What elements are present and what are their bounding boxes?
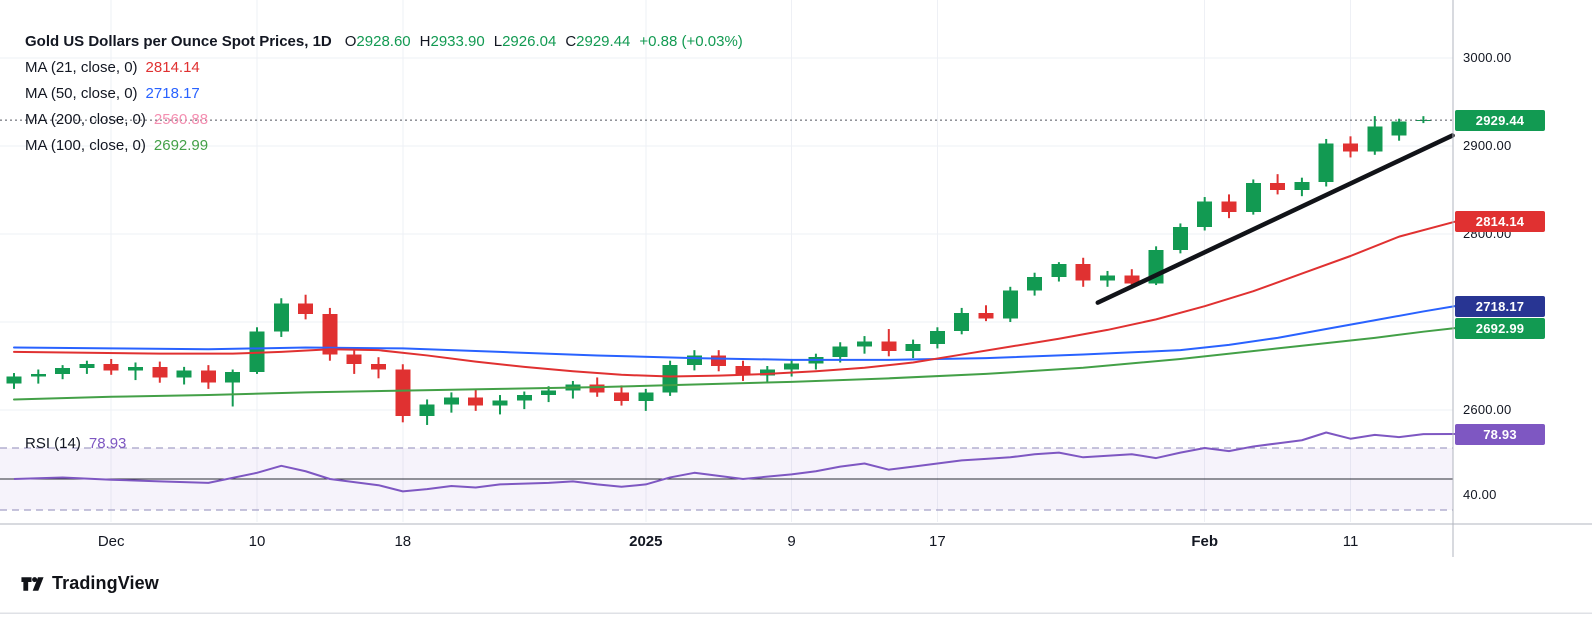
rsi-badge: 78.93 bbox=[1455, 423, 1545, 445]
ohlc-high-letter: H bbox=[419, 32, 431, 50]
legend-panel: Gold US Dollars per Ounce Spot Prices, 1… bbox=[25, 28, 743, 158]
ohlc-close-value: 2929.44 bbox=[576, 32, 631, 50]
price-axis-label: 2600.00 bbox=[1463, 402, 1512, 417]
ohlc-close-letter: C bbox=[565, 32, 577, 50]
ohlc-open-letter: O bbox=[344, 32, 357, 50]
time-axis-label: 18 bbox=[394, 533, 412, 550]
price-axis[interactable]: 3000.00 2900.00 2800.00 2600.00 40.00 2929.44… bbox=[1453, 0, 1592, 557]
time-axis-label: Feb bbox=[1191, 533, 1219, 550]
time-axis-label: 17 bbox=[929, 533, 946, 550]
rsi-value: 78.93 bbox=[88, 434, 127, 452]
ma-200-value: 2560.88 bbox=[153, 110, 209, 128]
time-axis-label: 9 bbox=[787, 533, 796, 550]
price-badge: 2814.14 bbox=[1455, 211, 1545, 233]
ma-50-label: MA (50, close, 0) bbox=[25, 84, 138, 102]
ma-50-row[interactable]: MA (50, close, 0) 2718.17 bbox=[25, 80, 743, 106]
time-axis-label: 11 bbox=[1342, 533, 1359, 550]
price-badge: 2929.44 bbox=[1455, 109, 1545, 131]
ma-21-label: MA (21, close, 0) bbox=[25, 58, 138, 76]
change-value: +0.88 (+0.03%) bbox=[639, 32, 743, 50]
ohlc-high-value: 2933.90 bbox=[430, 32, 485, 50]
ma-100-label: MA (100, close, 0) bbox=[25, 136, 146, 154]
ohlc-low: L2926.04 bbox=[494, 33, 557, 50]
ma-100-value: 2692.99 bbox=[153, 136, 209, 154]
ohlc-open: O2928.60 bbox=[345, 33, 411, 50]
price-badge: 2718.17 bbox=[1455, 295, 1545, 317]
ma-200-row[interactable]: MA (200, close, 0) 2560.88 bbox=[25, 106, 743, 132]
ohlc-high: H2933.90 bbox=[420, 33, 485, 50]
ohlc-low-letter: L bbox=[493, 32, 503, 50]
time-axis-label: 10 bbox=[248, 533, 266, 550]
ohlc-close: C2929.44 bbox=[565, 33, 630, 50]
ohlc-low-value: 2926.04 bbox=[502, 32, 557, 50]
ma-21-value: 2814.14 bbox=[145, 58, 200, 76]
ma-100-row[interactable]: MA (100, close, 0) 2692.99 bbox=[25, 132, 743, 158]
tradingview-branding[interactable]: TradingView bbox=[20, 571, 159, 596]
symbol-title-row[interactable]: Gold US Dollars per Ounce Spot Prices, 1… bbox=[25, 28, 743, 54]
ohlc-open-value: 2928.60 bbox=[356, 32, 411, 50]
price-axis-label: 3000.00 bbox=[1463, 50, 1512, 65]
tradingview-logo-icon bbox=[21, 577, 44, 591]
ma-200-label: MA (200, close, 0) bbox=[25, 110, 146, 128]
ma-50-value: 2718.17 bbox=[145, 84, 200, 102]
price-axis-label: 2900.00 bbox=[1463, 138, 1512, 153]
time-axis[interactable]: Dec 10 18 2025 9 17 Feb 11 bbox=[0, 524, 1592, 557]
price-badge: 2692.99 bbox=[1455, 317, 1545, 339]
rsi-label: RSI (14) bbox=[25, 434, 81, 452]
tradingview-logo-text: TradingView bbox=[52, 573, 159, 593]
ma-21-row[interactable]: MA (21, close, 0) 2814.14 bbox=[25, 54, 743, 80]
time-axis-label: 2025 bbox=[629, 533, 663, 550]
rsi-axis-label: 40.00 bbox=[1463, 486, 1497, 502]
time-axis-label: Dec bbox=[97, 533, 125, 550]
rsi-legend-row[interactable]: RSI (14) 78.93 bbox=[25, 432, 126, 454]
symbol-title: Gold US Dollars per Ounce Spot Prices, 1… bbox=[25, 32, 332, 50]
